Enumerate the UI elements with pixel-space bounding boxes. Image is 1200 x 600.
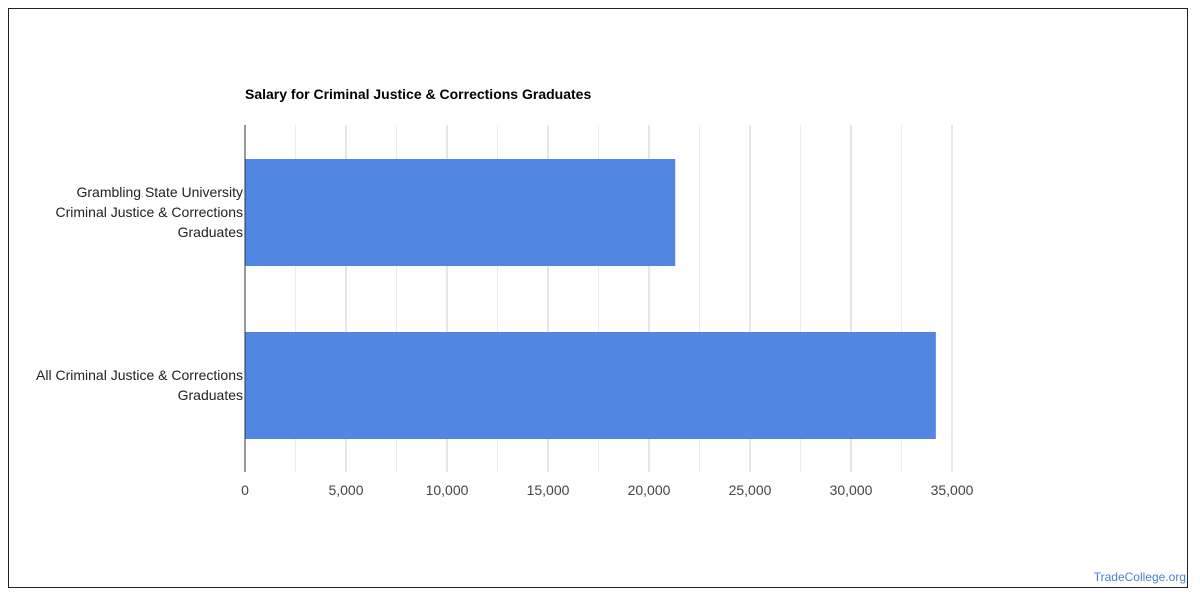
- bars: [245, 159, 936, 439]
- category-label: Grambling State University Criminal Just…: [55, 184, 244, 240]
- bar[interactable]: [245, 159, 676, 266]
- x-tick-label: 25,000: [729, 482, 772, 498]
- x-tick-label: 0: [241, 482, 249, 498]
- x-tick-label: 35,000: [931, 482, 974, 498]
- bar[interactable]: [245, 332, 936, 439]
- x-tick-labels: 0 5,000 10,000 15,000 20,000 25,000 30,000 35,0…: [241, 482, 974, 498]
- x-tick-label: 20,000: [628, 482, 671, 498]
- x-tick-label: 10,000: [426, 482, 469, 498]
- chart-title: Salary for Criminal Justice & Correction…: [245, 86, 592, 102]
- x-tick-label: 15,000: [527, 482, 570, 498]
- source-watermark[interactable]: TradeCollege.org: [1093, 570, 1186, 584]
- category-label: All Criminal Justice & Corrections Gradu…: [36, 367, 243, 403]
- x-tick-label: 30,000: [830, 482, 873, 498]
- x-tick-label: 5,000: [328, 482, 363, 498]
